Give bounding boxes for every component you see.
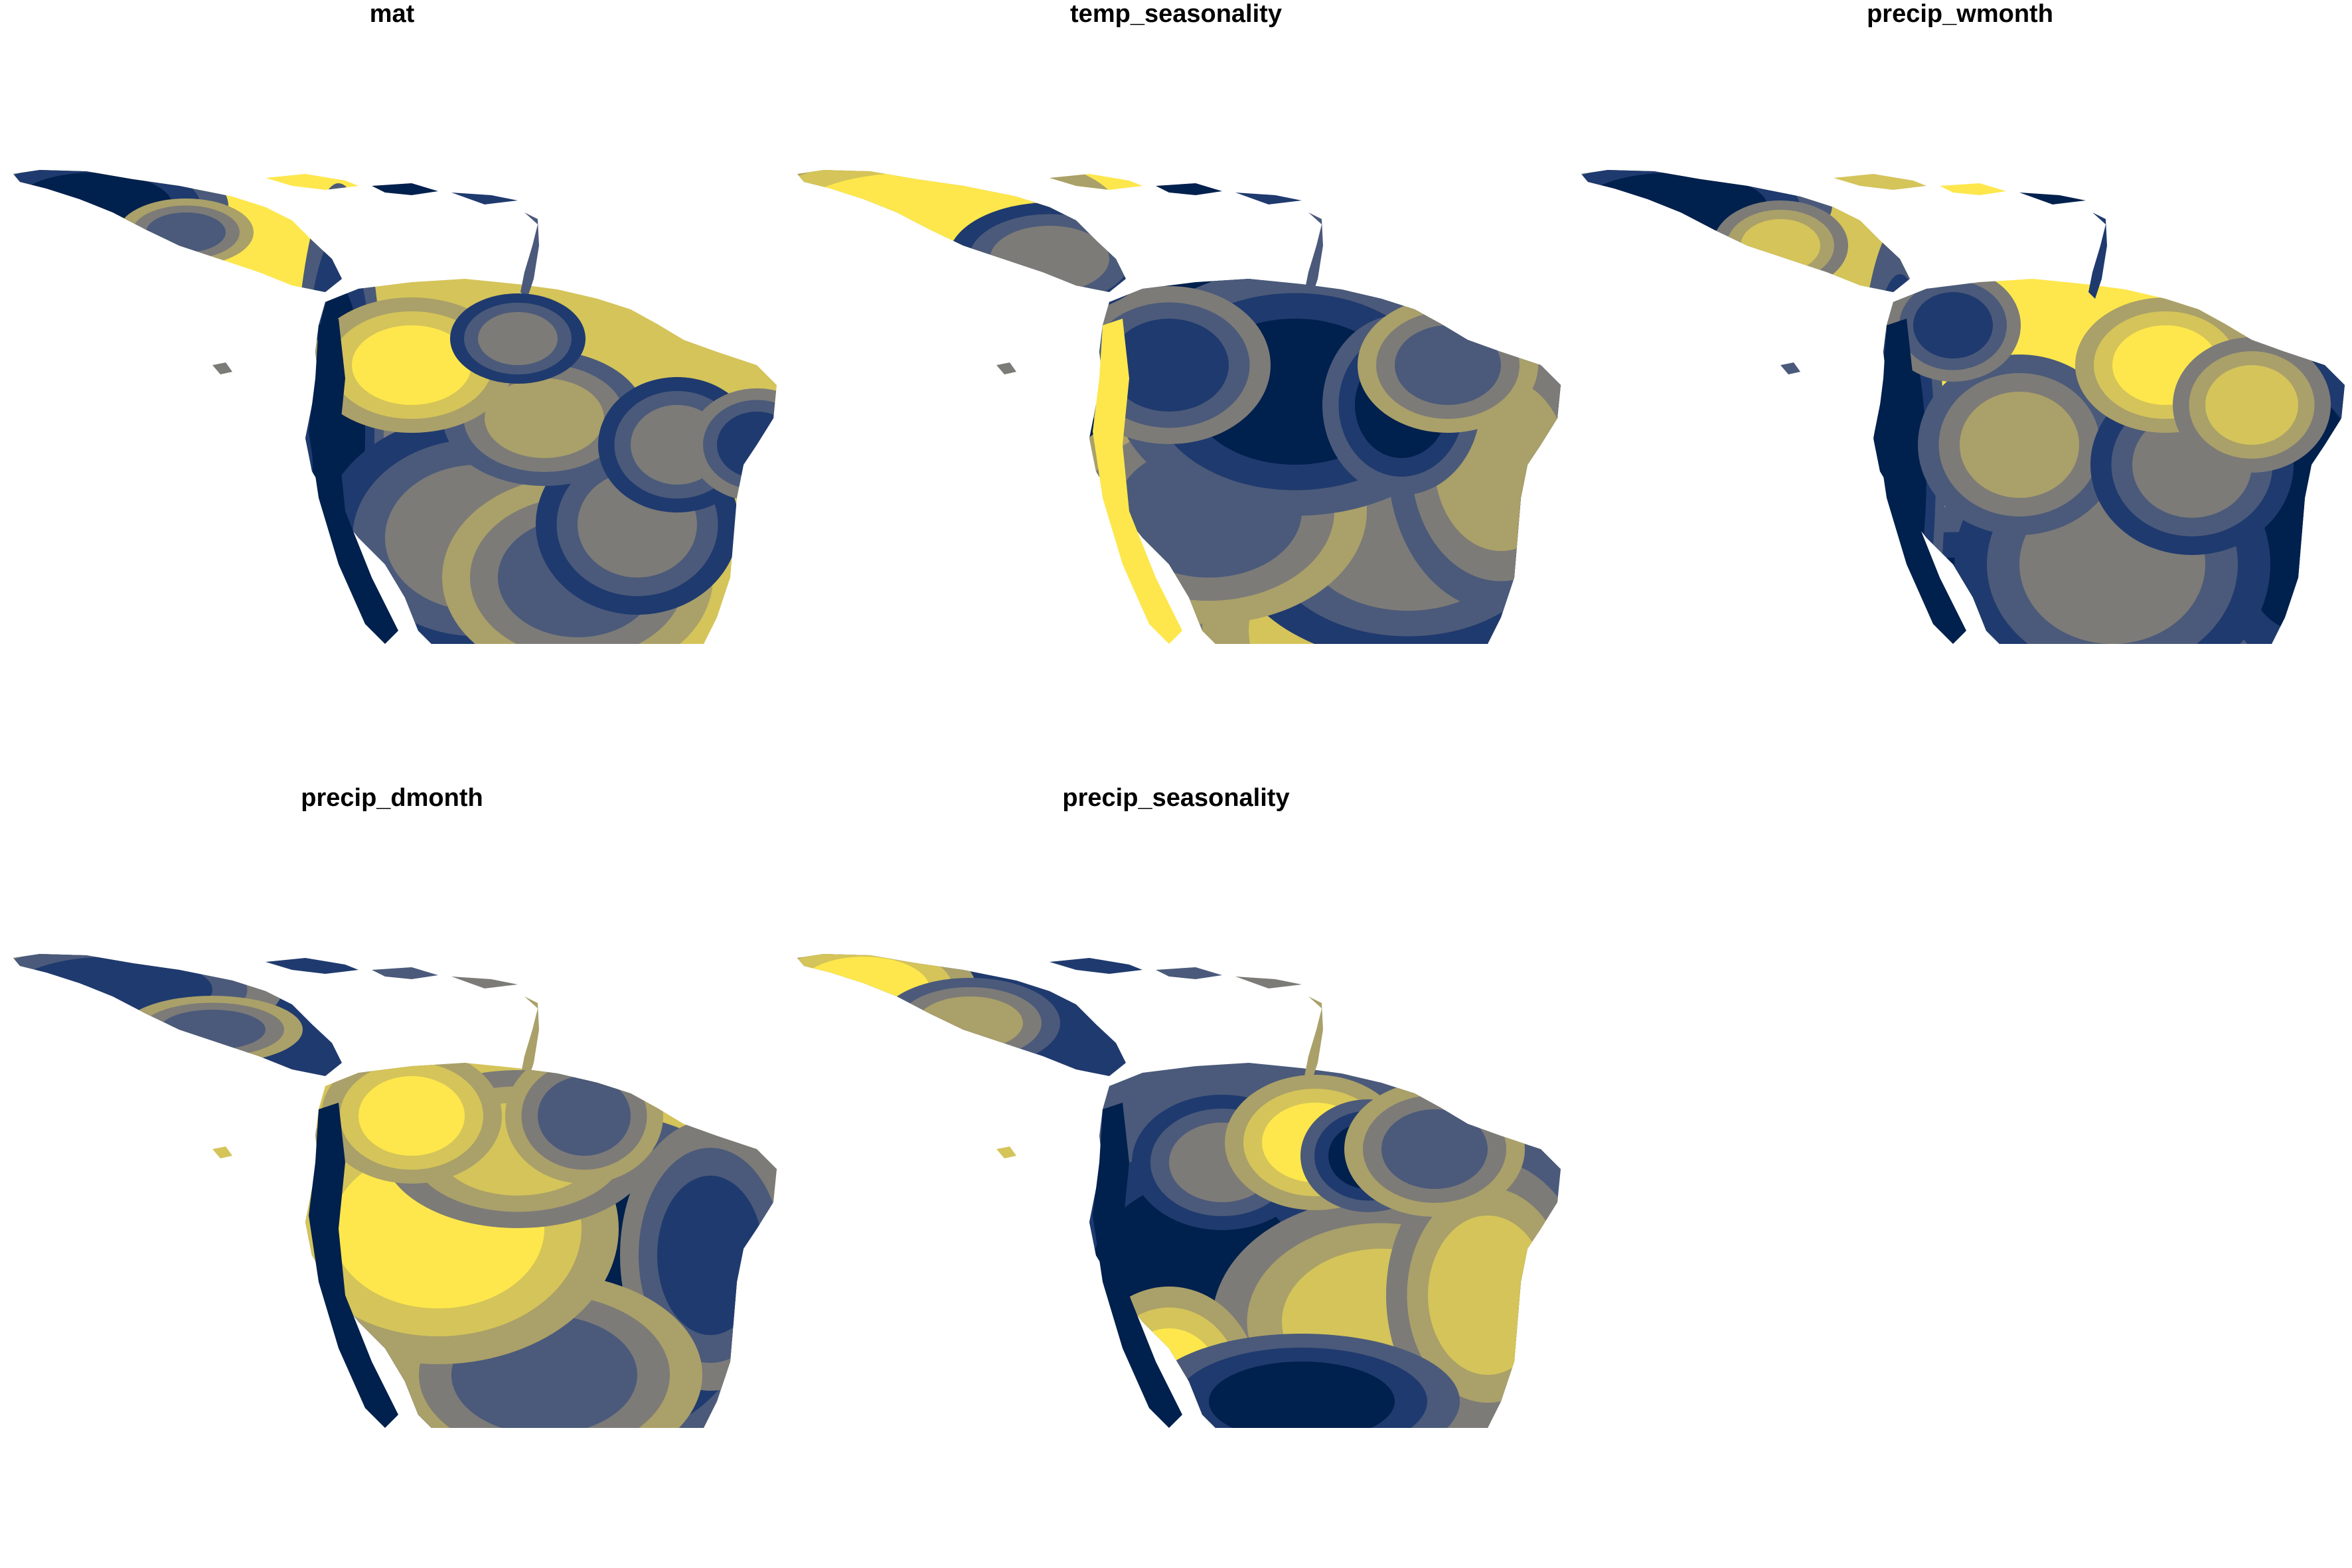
raster-zone	[159, 1010, 266, 1050]
panel-title: precip_wmonth	[1867, 0, 2053, 28]
andes-strip	[309, 1103, 398, 1428]
raster-zone	[1109, 319, 1229, 412]
panel-title: precip_seasonality	[1062, 784, 1290, 812]
raster-zone	[1209, 1362, 1395, 1428]
raster-map	[13, 170, 777, 644]
island	[266, 958, 358, 974]
map-panel-precip-dmonth: precip_dmonth	[0, 784, 784, 1568]
raster-zone	[1741, 219, 1820, 272]
andes-strip	[1093, 319, 1182, 644]
raster-zone	[485, 378, 604, 458]
andes-strip	[309, 319, 398, 644]
raster-zone	[1913, 292, 1993, 358]
panel-title: temp_seasonality	[1070, 0, 1282, 28]
raster-zone	[1381, 1109, 1488, 1189]
island	[372, 967, 438, 979]
raster-zone	[1428, 1215, 1547, 1375]
andes-strip	[1877, 319, 1966, 644]
island	[1050, 958, 1142, 974]
island	[520, 212, 539, 299]
island	[2019, 193, 2086, 204]
raster-zone	[352, 325, 471, 405]
island	[1304, 996, 1323, 1083]
raster-zone	[538, 1076, 631, 1156]
raster-zone	[358, 1076, 465, 1156]
island	[996, 362, 1016, 374]
island	[520, 996, 539, 1083]
raster-zone	[990, 226, 1109, 292]
island	[996, 1146, 1016, 1158]
raster-map	[797, 954, 1561, 1428]
raster-map	[797, 170, 1561, 644]
island	[212, 1146, 232, 1158]
raster-zone	[917, 996, 1023, 1050]
island	[1235, 193, 1302, 204]
island	[451, 977, 518, 988]
raster-zone	[717, 412, 777, 478]
raster-zone	[1395, 325, 1501, 405]
panel-title: mat	[369, 0, 415, 28]
raster-map	[13, 954, 777, 1428]
andes-strip	[1093, 1103, 1182, 1428]
island	[372, 183, 438, 195]
island	[1780, 362, 1800, 374]
raster-map	[1581, 170, 2345, 644]
panel-title: precip_dmonth	[301, 784, 483, 812]
map-panel-mat: mat	[0, 0, 784, 784]
raster-zone	[2205, 365, 2298, 445]
island	[1235, 977, 1302, 988]
raster-zone	[146, 212, 226, 252]
raster-zone	[657, 1176, 763, 1335]
island	[2088, 212, 2107, 299]
raster-zone	[478, 312, 558, 365]
map-panel-temp-seasonality: temp_seasonality	[784, 0, 1568, 784]
island	[212, 362, 232, 374]
island	[1156, 183, 1222, 195]
island	[1156, 967, 1222, 979]
map-panel-precip-wmonth: precip_wmonth	[1568, 0, 2352, 784]
raster-zone	[1960, 392, 2079, 498]
island	[1940, 183, 2006, 195]
island	[451, 193, 518, 204]
island	[1834, 174, 1926, 190]
map-panel-precip-seasonality: precip_seasonality	[784, 784, 1568, 1568]
